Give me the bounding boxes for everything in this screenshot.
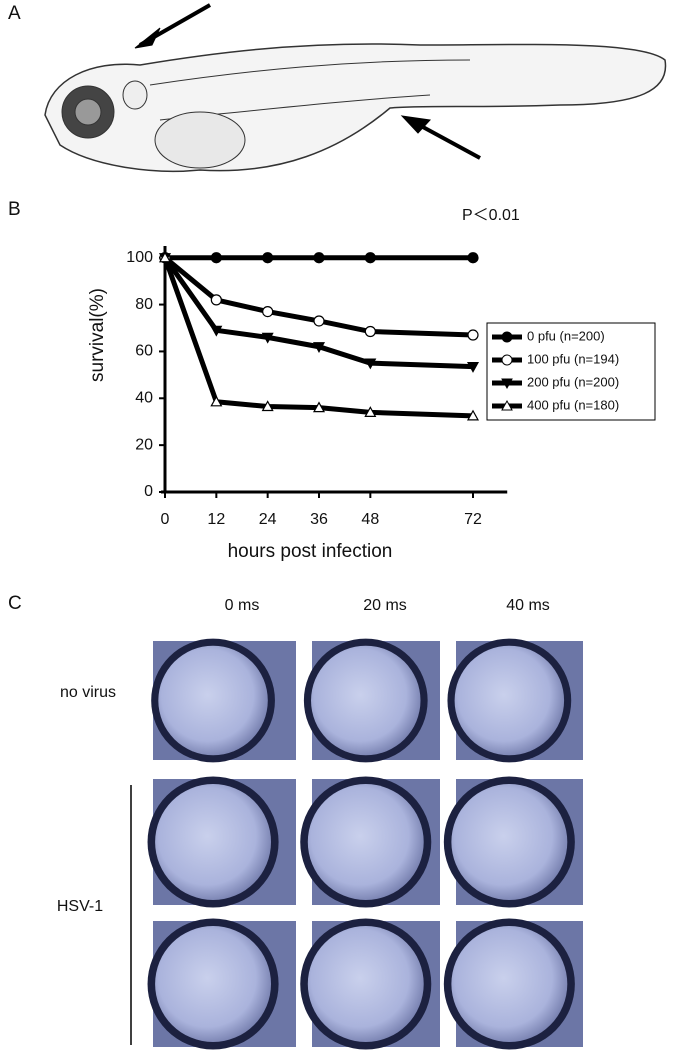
marker bbox=[210, 325, 223, 337]
y-tick-label: 100 bbox=[126, 249, 153, 266]
marker bbox=[312, 342, 326, 353]
y-tick-label: 40 bbox=[135, 390, 153, 407]
well bbox=[307, 784, 424, 900]
x-tick-label: 72 bbox=[464, 511, 482, 528]
column-label: 0 ms bbox=[225, 597, 260, 614]
well bbox=[451, 926, 568, 1042]
legend-label: 400 pfu (n=180) bbox=[527, 397, 619, 412]
legend-label: 200 pfu (n=200) bbox=[527, 374, 619, 389]
well bbox=[311, 645, 421, 756]
x-axis-title: hours post infection bbox=[228, 541, 393, 562]
y-tick-label: 20 bbox=[135, 436, 153, 453]
well bbox=[307, 926, 424, 1042]
marker bbox=[313, 315, 325, 327]
annotation: P＜0.01 bbox=[462, 207, 520, 224]
marker bbox=[261, 400, 274, 412]
row-label: no virus bbox=[60, 684, 116, 701]
marker bbox=[364, 325, 376, 338]
marker bbox=[466, 409, 480, 421]
x-tick-label: 12 bbox=[207, 511, 225, 528]
panel-label: B bbox=[8, 199, 21, 220]
y-tick-label: 80 bbox=[135, 296, 153, 313]
x-tick-label: 24 bbox=[259, 511, 277, 528]
well bbox=[155, 926, 272, 1042]
legend-label: 0 pfu (n=200) bbox=[527, 328, 605, 343]
legend-marker bbox=[501, 331, 513, 343]
well bbox=[158, 645, 268, 756]
column-label: 20 ms bbox=[363, 597, 407, 614]
x-tick-label: 48 bbox=[361, 511, 379, 528]
marker bbox=[467, 329, 479, 341]
column-label: 40 ms bbox=[506, 597, 550, 614]
legend-marker bbox=[501, 399, 513, 411]
series-line bbox=[162, 256, 474, 419]
panel-label: C bbox=[8, 593, 22, 614]
marker bbox=[210, 395, 223, 407]
marker bbox=[313, 252, 325, 264]
y-tick-label: 0 bbox=[144, 483, 153, 500]
marker bbox=[364, 252, 376, 264]
panel-label: A bbox=[8, 3, 21, 24]
legend-marker bbox=[501, 354, 513, 366]
marker bbox=[261, 332, 274, 344]
x-tick-label: 0 bbox=[161, 511, 170, 528]
well bbox=[451, 784, 568, 900]
series-line bbox=[162, 256, 474, 370]
photo-grid bbox=[147, 638, 583, 1050]
marker bbox=[210, 252, 222, 264]
marker bbox=[158, 251, 172, 263]
marker bbox=[262, 252, 274, 264]
zebrafish-drawing bbox=[44, 3, 667, 173]
x-tick-label: 36 bbox=[310, 511, 328, 528]
marker bbox=[210, 294, 222, 306]
legend-marker bbox=[501, 378, 513, 390]
marker bbox=[466, 362, 480, 373]
well bbox=[454, 645, 565, 756]
marker bbox=[364, 406, 377, 417]
marker bbox=[312, 401, 326, 413]
marker bbox=[262, 306, 274, 318]
series-line bbox=[163, 255, 474, 338]
marker bbox=[364, 358, 377, 370]
legend: 0 pfu (n=200) 100 pfu (n=194) 200 pfu (n=2… bbox=[486, 322, 656, 421]
well bbox=[155, 784, 272, 900]
y-tick-label: 60 bbox=[135, 343, 153, 360]
marker bbox=[467, 252, 479, 264]
row-label: HSV-1 bbox=[57, 898, 103, 915]
y-axis-title: survival(%) bbox=[87, 288, 108, 382]
legend-label: 100 pfu (n=194) bbox=[527, 351, 619, 366]
